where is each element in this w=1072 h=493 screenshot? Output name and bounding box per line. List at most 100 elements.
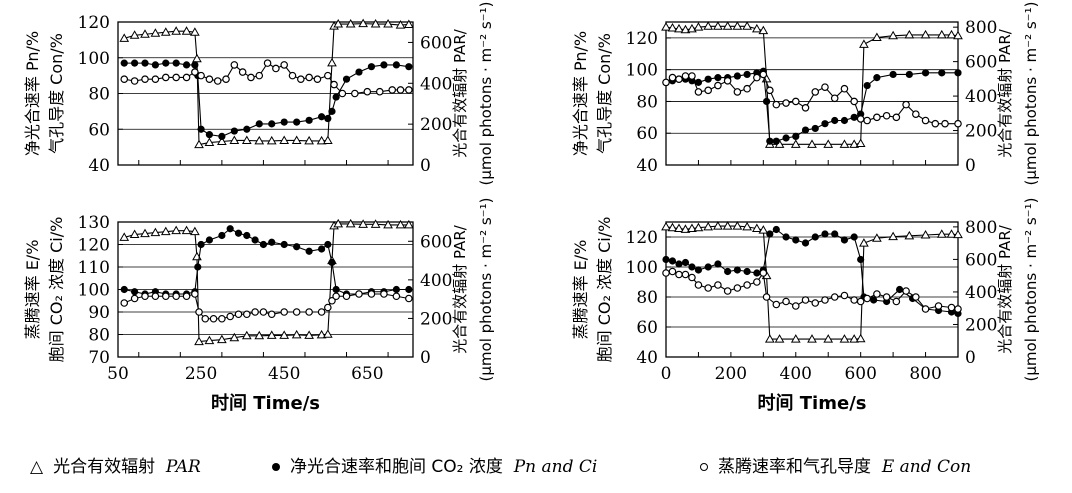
point-par bbox=[279, 135, 290, 144]
point-par bbox=[823, 139, 834, 148]
point-par bbox=[667, 23, 678, 32]
y-left-axis-label: 胞间 CO₂ 浓度 Ci/% bbox=[595, 217, 614, 363]
point-pn bbox=[766, 137, 774, 145]
point-ci bbox=[831, 230, 839, 238]
point-e bbox=[772, 300, 781, 309]
point-ci bbox=[251, 236, 259, 244]
point-e bbox=[801, 296, 810, 304]
y-left-axis-label: 胞间 CO₂ 浓度 Ci/% bbox=[47, 217, 66, 363]
point-par bbox=[936, 29, 947, 39]
point-par bbox=[859, 238, 869, 247]
point-con bbox=[801, 104, 810, 112]
point-par bbox=[171, 225, 182, 235]
x-tick-label: 800 bbox=[909, 364, 941, 384]
y-left-tick-label: 60 bbox=[88, 120, 110, 140]
y-left-tick-label: 120 bbox=[626, 29, 658, 49]
point-ci bbox=[328, 258, 336, 267]
point-par bbox=[713, 21, 723, 30]
point-con bbox=[688, 72, 696, 80]
point-par bbox=[345, 19, 356, 28]
point-con bbox=[230, 61, 239, 69]
point-par bbox=[680, 224, 691, 233]
point-pn bbox=[197, 125, 205, 133]
point-par bbox=[732, 221, 743, 230]
point-con bbox=[205, 75, 214, 84]
panel-top-right: 40 60 80 100 120 0 200 400 600 800 净光合速率 Pn/% 气孔导度 … bbox=[571, 2, 1040, 186]
point-par bbox=[713, 221, 723, 230]
point-par bbox=[872, 233, 882, 242]
point-con bbox=[759, 70, 768, 79]
point-ci bbox=[840, 236, 849, 244]
point-ci bbox=[120, 285, 128, 294]
point-pn bbox=[392, 61, 400, 69]
point-pn bbox=[821, 120, 829, 128]
point-pn bbox=[380, 61, 388, 69]
point-par bbox=[403, 219, 414, 229]
point-con bbox=[324, 71, 332, 80]
point-par bbox=[383, 219, 393, 229]
point-e bbox=[328, 296, 336, 305]
point-pn bbox=[151, 61, 159, 69]
point-pn bbox=[733, 72, 741, 80]
point-par bbox=[190, 226, 200, 236]
point-con bbox=[405, 86, 413, 94]
point-e bbox=[292, 308, 301, 316]
point-e bbox=[947, 303, 956, 312]
point-ci bbox=[268, 238, 276, 246]
point-par bbox=[790, 334, 801, 343]
point-par bbox=[687, 223, 697, 233]
point-con bbox=[375, 87, 384, 96]
point-par bbox=[241, 135, 252, 144]
y-right-tick-label: 400 bbox=[965, 283, 997, 303]
y-left-tick-label: 80 bbox=[636, 288, 658, 308]
point-ci bbox=[850, 233, 858, 241]
point-par bbox=[953, 229, 963, 239]
point-par bbox=[291, 329, 302, 339]
y-left-tick-label: 40 bbox=[636, 348, 658, 368]
y-left-tick-label: 40 bbox=[636, 156, 658, 176]
point-e bbox=[921, 305, 930, 313]
point-par bbox=[674, 23, 684, 33]
point-ci bbox=[714, 260, 722, 268]
point-pn bbox=[405, 63, 413, 71]
point-e bbox=[675, 270, 683, 279]
point-par bbox=[140, 228, 150, 238]
point-par bbox=[304, 330, 314, 339]
point-pn bbox=[131, 59, 139, 67]
point-pn bbox=[954, 69, 962, 77]
point-con bbox=[856, 115, 865, 123]
y-right-tick-label: 400 bbox=[420, 271, 452, 291]
point-ci bbox=[194, 263, 202, 271]
y-right-axis-label: 光合有效辐射 PAR/ bbox=[451, 28, 469, 158]
point-e bbox=[259, 308, 268, 316]
point-ci bbox=[896, 285, 904, 294]
point-con bbox=[811, 88, 820, 96]
y-left-tick-label: 80 bbox=[636, 92, 658, 112]
point-par bbox=[266, 330, 277, 339]
point-con bbox=[255, 71, 264, 80]
point-con bbox=[272, 64, 280, 73]
point-con bbox=[338, 89, 347, 98]
point-par bbox=[229, 332, 240, 342]
point-pn bbox=[840, 116, 849, 125]
point-par bbox=[839, 334, 850, 343]
point-e bbox=[201, 314, 210, 323]
point-par bbox=[722, 221, 733, 230]
point-pn bbox=[762, 97, 771, 106]
point-ci bbox=[243, 231, 251, 240]
point-par bbox=[758, 25, 769, 35]
point-par bbox=[171, 26, 182, 35]
y-right-tick-label: 400 bbox=[965, 87, 997, 107]
point-par bbox=[855, 138, 866, 147]
point-par bbox=[395, 20, 406, 29]
point-con bbox=[954, 119, 962, 128]
point-e bbox=[226, 312, 234, 321]
point-pn bbox=[255, 120, 263, 128]
point-e bbox=[218, 314, 226, 323]
point-e bbox=[380, 290, 388, 298]
y-right-tick-label: 600 bbox=[420, 232, 452, 252]
point-ci bbox=[392, 285, 400, 294]
point-pn bbox=[743, 70, 751, 79]
legend-item-e-con: 蒸腾速率和气孔导度 E and Con bbox=[700, 452, 971, 477]
point-ci bbox=[675, 260, 683, 268]
